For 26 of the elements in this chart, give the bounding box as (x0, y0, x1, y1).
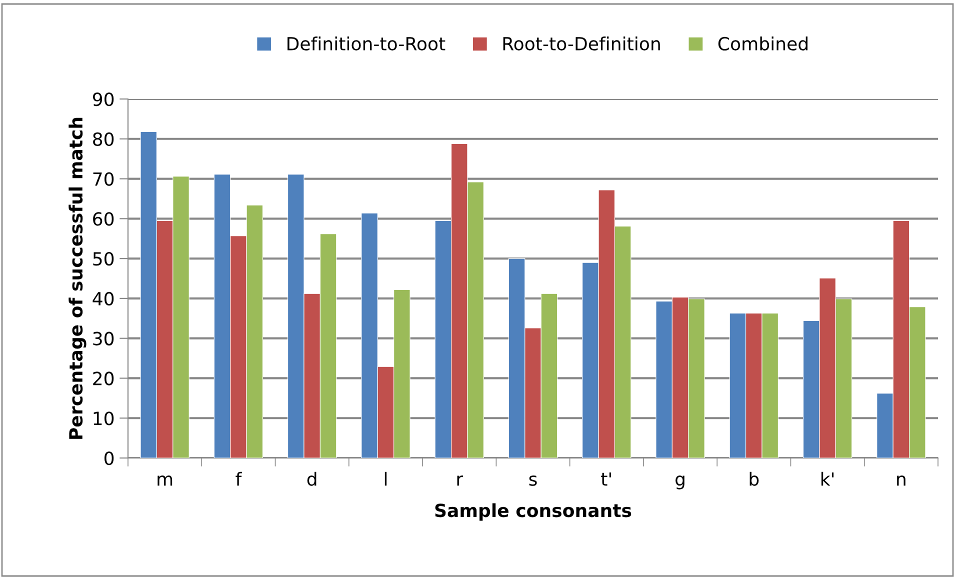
y-tick-label: 10 (94, 412, 114, 426)
legend-label: Combined (718, 36, 808, 51)
x-tick-label: k' (821, 472, 834, 486)
x-tick-label: n (897, 475, 906, 486)
x-tick-label: m (158, 475, 172, 486)
legend-label: Definition-to-Root (288, 36, 446, 51)
x-axis-title: Sample consonants (435, 503, 632, 521)
y-tick-label: 40 (92, 292, 114, 306)
y-tick-label: 20 (93, 372, 114, 386)
x-tick-label: s (529, 475, 537, 486)
y-tick-label: 80 (93, 132, 114, 146)
x-tick-label: l (384, 472, 387, 486)
y-tick-label: 50 (93, 252, 114, 266)
x-tick-label: t' (601, 472, 611, 486)
x-tick-label: f (236, 472, 242, 486)
y-tick-label: 70 (93, 172, 114, 186)
legend-label: Root-to-Definition (503, 36, 660, 51)
x-tick-label: d (307, 472, 316, 486)
y-axis-title: Percentage of successful match (68, 118, 86, 439)
x-tick-label: b (750, 472, 759, 486)
y-tick-label: 0 (104, 451, 114, 466)
y-tick-label: 60 (93, 212, 114, 226)
x-tick-label: g (676, 475, 684, 490)
x-tick-label: r (457, 475, 464, 486)
y-tick-label: 30 (93, 332, 114, 346)
y-tick-label: 90 (92, 92, 114, 106)
